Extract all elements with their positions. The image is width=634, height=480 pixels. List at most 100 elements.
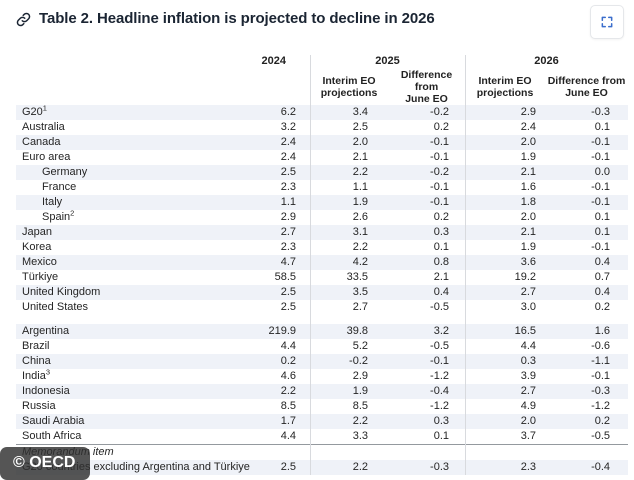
row-label: United Kingdom [16, 285, 250, 300]
value-cell: -0.4 [545, 460, 629, 475]
value-cell: -0.2 [310, 354, 388, 369]
value-cell: 2.1 [465, 165, 546, 180]
value-cell [545, 444, 629, 460]
value-cell: 0.3 [388, 225, 466, 240]
value-cell: 0.2 [594, 301, 611, 313]
value-cell: 1.9 [520, 151, 537, 163]
value-cell [388, 444, 466, 460]
value-cell: 1.1 [250, 195, 310, 210]
table-row: G201 6.2 3.4 -0.2 2.9 -0.3 [16, 105, 629, 120]
row-label: Canada [16, 135, 250, 150]
value-cell: 4.6 [280, 370, 296, 382]
value-cell: 2.2 [250, 384, 310, 399]
value-cell: 2.2 [310, 414, 388, 429]
value-cell: 2.2 [310, 165, 388, 180]
sub-header-row: Interim EO projections Difference from J… [16, 69, 628, 105]
page-title: Table 2. Headline inflation is projected… [39, 10, 435, 27]
value-cell: -0.5 [591, 430, 611, 442]
value-cell: 2.4 [250, 135, 310, 150]
value-cell: 2.1 [433, 271, 450, 283]
table-row: Argentina 219.9 39.8 3.2 16.5 1.6 [16, 324, 629, 339]
row-label: G201 [16, 105, 250, 120]
value-cell: -0.2 [388, 165, 466, 180]
row-label: France [42, 181, 77, 193]
table-row: Australia 3.2 2.5 0.2 2.4 0.1 [16, 120, 628, 135]
value-cell: 58.5 [274, 271, 296, 283]
value-cell: 5.2 [352, 340, 368, 352]
row-label: Indonesia [16, 384, 250, 399]
value-cell: 2.0 [520, 211, 537, 223]
value-cell: -0.5 [430, 340, 450, 352]
value-cell: 4.4 [280, 340, 296, 352]
row-label: China [16, 354, 250, 369]
value-cell: 0.1 [433, 430, 450, 442]
value-cell: 0.4 [388, 285, 466, 300]
value-cell: 33.5 [346, 271, 368, 283]
value-cell: 4.4 [520, 340, 537, 352]
value-cell: -0.1 [388, 135, 466, 150]
sub-header-2026-diff: Difference from June EO [547, 75, 626, 99]
value-cell: 4.2 [310, 255, 388, 270]
inflation-table: 2024 2025 2026 Interim EO projections Di… [16, 53, 629, 475]
value-cell: 3.1 [310, 225, 388, 240]
table-row: Canada 2.4 2.0 -0.1 2.0 -0.1 [16, 135, 629, 150]
table-row: Korea 2.3 2.2 0.1 1.9 -0.1 [16, 240, 628, 255]
table-row: Italy 1.1 1.9 -0.1 1.8 -0.1 [16, 195, 629, 210]
value-cell: 2.5 [352, 121, 368, 133]
value-cell: -0.1 [545, 135, 629, 150]
value-cell: 2.3 [280, 181, 296, 193]
value-cell: 0.1 [594, 211, 611, 223]
sub-header-2025-diff: Difference from June EO [400, 69, 453, 105]
value-cell: 0.8 [388, 255, 466, 270]
table-row: Russia 8.5 8.5 -1.2 4.9 -1.2 [16, 399, 628, 414]
value-cell: 0.0 [545, 165, 629, 180]
value-cell: -0.6 [591, 340, 611, 352]
value-cell: 39.8 [310, 324, 388, 339]
col-header-2024: 2024 [261, 55, 286, 67]
row-label: Korea [22, 241, 52, 253]
value-cell: 3.6 [465, 255, 546, 270]
value-cell: 19.2 [514, 271, 537, 283]
value-cell: 219.9 [250, 324, 310, 339]
table-row: India3 4.6 2.9 -1.2 3.9 -0.1 [16, 369, 628, 384]
value-cell: -0.1 [388, 354, 466, 369]
value-cell: 3.4 [310, 105, 388, 120]
value-cell: 2.4 [280, 151, 296, 163]
value-cell: 3.7 [520, 430, 537, 442]
value-cell: 0.4 [545, 255, 629, 270]
value-cell: 16.5 [465, 324, 546, 339]
value-cell: 2.3 [280, 241, 296, 253]
sub-header-2025-interim: Interim EO projections [320, 75, 378, 99]
value-cell: 1.7 [250, 414, 310, 429]
value-cell: 3.5 [310, 285, 388, 300]
value-cell: 0.2 [433, 121, 450, 133]
row-label: Japan [16, 225, 250, 240]
fullscreen-button[interactable] [590, 5, 624, 39]
value-cell: -0.3 [388, 460, 466, 475]
column-divider-left [310, 55, 311, 475]
value-cell: -0.1 [545, 195, 629, 210]
value-cell: 3.9 [520, 370, 537, 382]
value-cell: 2.1 [352, 151, 368, 163]
row-label: Brazil [22, 340, 50, 352]
row-label: Spain2 [42, 210, 75, 223]
value-cell: -0.3 [545, 384, 629, 399]
table-row: Memorandum item [16, 444, 629, 460]
value-cell: 0.3 [388, 414, 466, 429]
value-cell: -0.2 [388, 105, 466, 120]
table-row: Euro area 2.4 2.1 -0.1 1.9 -0.1 [16, 150, 628, 165]
value-cell: 2.4 [520, 121, 537, 133]
value-cell: -0.1 [591, 241, 611, 253]
data-table: 2024 2025 2026 Interim EO projections Di… [16, 53, 629, 475]
link-icon[interactable] [16, 12, 31, 27]
table-row: Germany 2.5 2.2 -0.2 2.1 0.0 [16, 165, 629, 180]
row-label: India3 [22, 369, 51, 382]
value-cell: -0.1 [591, 181, 611, 193]
value-cell: 0.2 [433, 211, 450, 223]
value-cell: 1.9 [520, 241, 537, 253]
column-divider-right [465, 55, 466, 475]
value-cell: 0.3 [465, 354, 546, 369]
value-cell [465, 444, 546, 460]
value-cell: -0.1 [591, 151, 611, 163]
